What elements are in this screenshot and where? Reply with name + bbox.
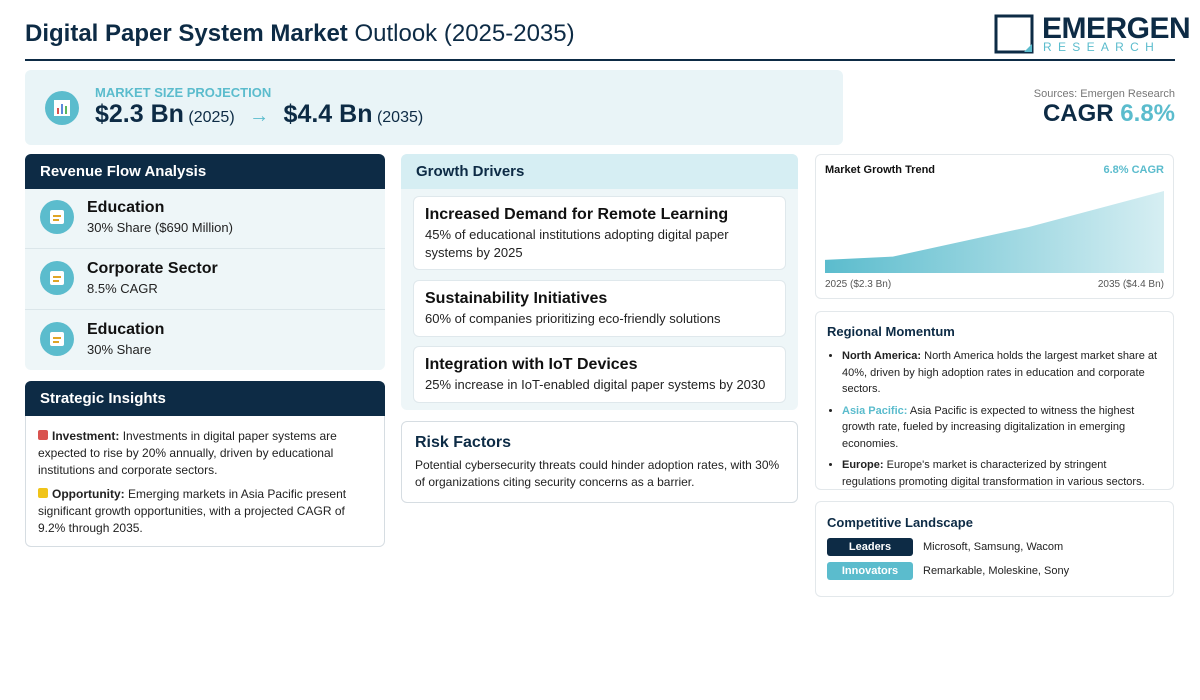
revenue-name: Corporate Sector [87, 260, 218, 277]
logo-mark [994, 14, 1034, 54]
logo-main: EMERGEN [1042, 12, 1191, 45]
insight-text: Emerging markets in Asia Pacific present… [38, 487, 347, 535]
trend-badge: 6.8% CAGR [1103, 164, 1164, 176]
driver-title: Sustainability Initiatives [425, 290, 608, 307]
cagr: CAGR 6.8% [1043, 100, 1175, 128]
insight: Opportunity: Emerging markets in Asia Pa… [38, 486, 372, 537]
revenue-detail: 30% Share [87, 342, 152, 357]
region-text: Asia Pacific is expected to witness the … [842, 404, 1135, 450]
header-rule [25, 59, 1175, 61]
revenue-name: Education [87, 199, 165, 216]
end-year: (2035) [376, 109, 424, 126]
risk-text: Potential cybersecurity threats could hi… [415, 458, 780, 489]
competitive-title: Competitive Landscape [827, 515, 973, 530]
trend-title: Market Growth Trend [825, 164, 935, 176]
insights-title: Strategic Insights [25, 381, 385, 416]
trend-panel: Market Growth Trend 6.8% CAGR 2025 ($2.3… [815, 154, 1174, 299]
insight: Investment: Investments in digital paper… [38, 428, 372, 479]
regional-panel: Regional Momentum North America: North A… [815, 311, 1174, 490]
title: Digital Paper System Market Outlook (202… [25, 20, 575, 48]
companies: Microsoft, Samsung, Wacom [923, 541, 1064, 553]
x-label: 2025 ($2.3 Bn) [825, 279, 891, 290]
insight-label: Investment: [52, 429, 120, 443]
competitive-row: Innovators Remarkable, Moleskine, Sony [827, 562, 1162, 580]
start-year: (2025) [188, 109, 235, 126]
insight-icon [38, 488, 48, 498]
end-value: $4.4 Bn [283, 100, 373, 128]
revenue-name: Education [87, 321, 165, 338]
driver-text: 60% of companies prioritizing eco-friend… [425, 311, 721, 326]
projection-panel: MARKET SIZE PROJECTION $2.3 Bn (2025) → … [25, 70, 843, 145]
region-item: Asia Pacific: Asia Pacific is expected t… [842, 403, 1162, 453]
region-text: Europe's market is characterized by stri… [842, 459, 1145, 488]
insight-text: Investments in digital paper systems are… [38, 429, 337, 477]
driver-text: 45% of educational institutions adopting… [425, 227, 729, 260]
region-name: Asia Pacific: [842, 404, 908, 417]
insights-panel: Strategic Insights Investment: Investmen… [25, 381, 385, 547]
driver-title: Increased Demand for Remote Learning [425, 206, 729, 223]
x-label: 2035 ($4.4 Bn) [1098, 279, 1164, 290]
cagr-value: 6.8% [1120, 100, 1175, 127]
driver-title: Integration with IoT Devices [425, 356, 638, 373]
trend-area [825, 191, 1164, 273]
insight-icon [38, 430, 48, 440]
competitive-row: Leaders Microsoft, Samsung, Wacom [827, 538, 1162, 556]
projection-label: MARKET SIZE PROJECTION [95, 85, 272, 100]
drivers-title: Growth Drivers [401, 154, 798, 189]
trend-chart: Market Growth Trend 6.8% CAGR 2025 ($2.3… [825, 164, 1164, 290]
revenue-detail: 30% Share ($690 Million) [87, 220, 233, 235]
companies: Remarkable, Moleskine, Sony [923, 565, 1070, 577]
revenue-icon [40, 261, 74, 295]
revenue-item: Education 30% Share ($690 Million) [25, 187, 385, 249]
sources: Sources: Emergen Research [1033, 88, 1175, 100]
revenue-icon [40, 200, 74, 234]
region-text: North America holds the largest market s… [842, 350, 1158, 395]
insight-label: Opportunity: [52, 487, 125, 501]
competitive-panel: Competitive Landscape Leaders Microsoft, … [815, 501, 1174, 597]
region-item: North America: North America holds the l… [842, 348, 1162, 398]
arrow: → [249, 105, 270, 127]
projection-values: $2.3 Bn (2025) → $4.4 Bn (2035) [95, 100, 423, 129]
driver-card: Sustainability Initiatives 60% of compani… [413, 280, 786, 337]
regional-title: Regional Momentum [827, 324, 955, 339]
region-item: Europe: Europe's market is characterized… [842, 457, 1162, 490]
risk-panel: Risk Factors Potential cybersecurity thr… [401, 421, 798, 503]
revenue-title: Revenue Flow Analysis [25, 154, 385, 189]
revenue-panel: Revenue Flow Analysis Education 30% Share… [25, 154, 385, 370]
driver-text: 25% increase in IoT-enabled digital pape… [425, 377, 766, 392]
region-name: Europe: [842, 459, 884, 471]
title-bold: Digital Paper System Market [25, 20, 348, 47]
projection-icon [45, 91, 79, 125]
logo-sub: RESEARCH [1043, 40, 1161, 54]
driver-card: Integration with IoT Devices 25% increase… [413, 346, 786, 403]
start-value: $2.3 Bn [95, 100, 184, 128]
revenue-item: Education 30% Share [25, 309, 385, 370]
drivers-panel: Growth Drivers Increased Demand for Remo… [401, 154, 798, 410]
revenue-item: Corporate Sector 8.5% CAGR [25, 248, 385, 310]
title-rest: Outlook (2025-2035) [354, 20, 575, 47]
driver-card: Increased Demand for Remote Learning 45% … [413, 196, 786, 270]
tag: Leaders [827, 538, 913, 556]
tag: Innovators [827, 562, 913, 580]
risk-title: Risk Factors [415, 434, 512, 451]
region-name: North America: [842, 350, 922, 362]
revenue-icon [40, 322, 74, 356]
cagr-label: CAGR [1042, 100, 1114, 127]
revenue-detail: 8.5% CAGR [87, 281, 158, 296]
